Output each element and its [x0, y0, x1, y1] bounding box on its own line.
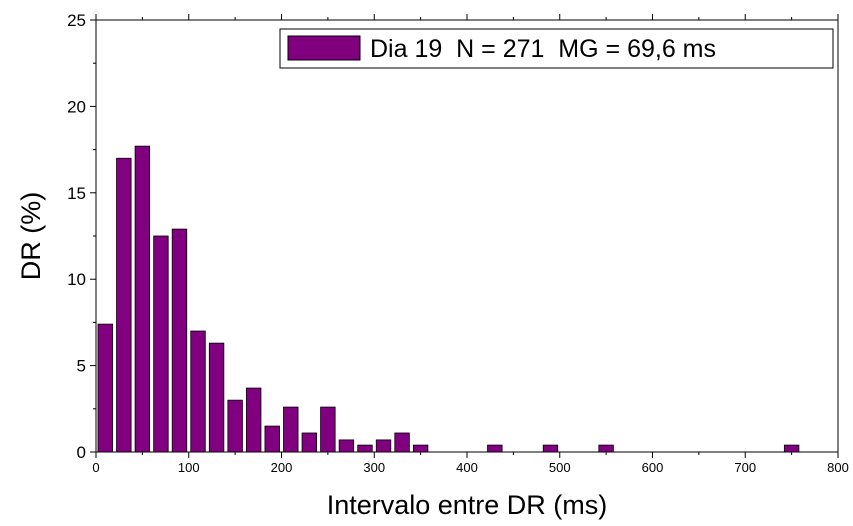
legend-frame	[279, 28, 834, 69]
y-tick-label: 0	[77, 443, 86, 462]
y-tick-label: 20	[67, 97, 86, 116]
x-tick-label: 600	[642, 460, 664, 475]
x-tick-label: 200	[271, 460, 293, 475]
histogram-bar	[116, 157, 132, 453]
histogram-bar	[375, 439, 392, 453]
y-tick-label: 15	[67, 184, 86, 203]
plot-area: 0 100 200 300 400 500 600 700 800 0 5 10 15 20 25	[67, 11, 849, 475]
histogram-bar	[245, 387, 262, 453]
legend-swatch	[287, 35, 361, 61]
plot-frame	[95, 19, 839, 453]
histogram-bar	[208, 342, 225, 453]
x-tick-label: 400	[456, 460, 478, 475]
histogram-bar	[412, 444, 429, 453]
histogram-bar	[171, 228, 188, 453]
y-tick-label: 5	[77, 357, 86, 376]
histogram-bar	[783, 444, 800, 453]
x-tick-label: 100	[178, 460, 200, 475]
y-axis-ticks: 0 5 10 15 20 25	[67, 11, 96, 462]
histogram-bar	[394, 432, 410, 453]
histogram-bar	[153, 235, 169, 453]
histogram-bar	[357, 444, 373, 453]
x-tick-label: 300	[363, 460, 385, 475]
x-axis-ticks: 0 100 200 300 400 500 600 700 800	[92, 14, 849, 475]
y-axis-title: DR (%)	[16, 192, 46, 281]
histogram-bar	[338, 439, 355, 453]
histogram-bar	[190, 330, 206, 453]
histogram-bar	[283, 406, 299, 453]
histogram-bar	[97, 323, 113, 453]
legend: Dia 19 N = 271 MG = 69,6 ms	[279, 28, 834, 69]
y-tick-label: 25	[67, 11, 86, 30]
x-tick-label: 700	[734, 460, 756, 475]
x-tick-label: 800	[827, 460, 849, 475]
histogram-bar	[301, 432, 317, 453]
histogram-bar	[320, 406, 336, 453]
bars-group	[97, 145, 800, 453]
histogram-bar	[227, 399, 243, 453]
y-tick-label: 10	[67, 270, 86, 289]
histogram-bar	[542, 444, 559, 453]
x-tick-label: 0	[92, 460, 99, 475]
legend-label: Dia 19 N = 271 MG = 69,6 ms	[370, 35, 716, 63]
histogram-bar	[487, 444, 503, 453]
histogram-bar	[598, 444, 614, 453]
x-axis-title: Intervalo entre DR (ms)	[327, 490, 608, 520]
histogram-bar	[134, 145, 151, 453]
histogram-bar	[264, 425, 280, 453]
x-tick-label: 500	[549, 460, 571, 475]
